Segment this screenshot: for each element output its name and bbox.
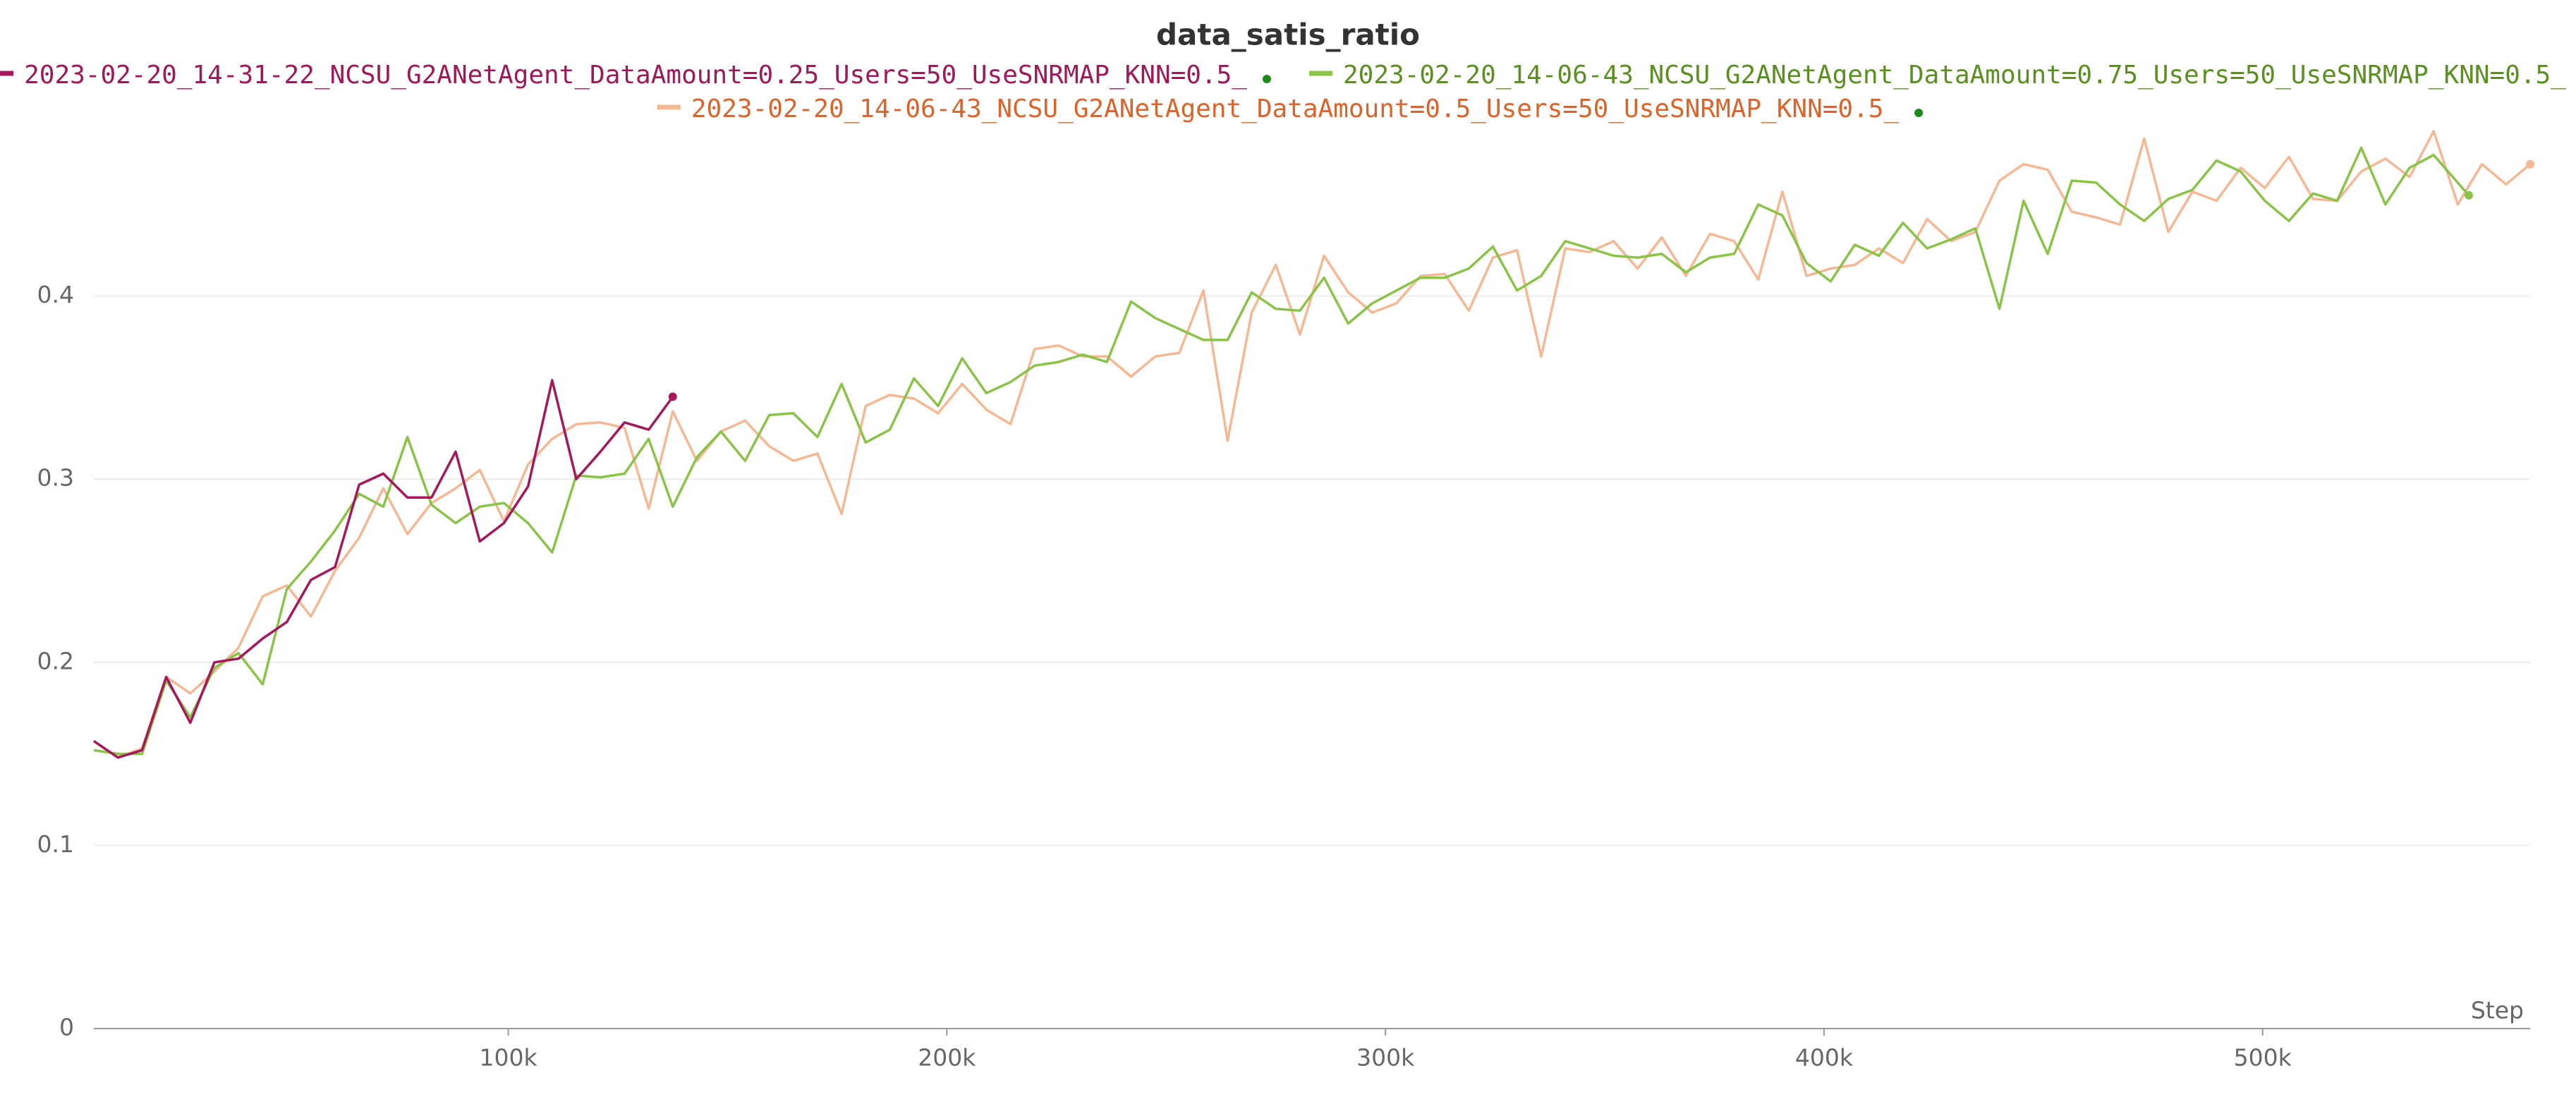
end-point xyxy=(2526,159,2534,169)
chart-title: data_satis_ratio xyxy=(1156,18,1420,52)
legend-label: 2023-02-20_14-06-43_NCSU_G2ANetAgent_Dat… xyxy=(691,95,1900,123)
end-point xyxy=(668,392,677,401)
x-tick-label: 400k xyxy=(1795,1044,1854,1072)
status-dot xyxy=(1263,75,1271,83)
y-tick-label: 0.1 xyxy=(37,830,74,858)
end-point xyxy=(2464,190,2473,200)
y-tick-label: 0.3 xyxy=(37,464,74,492)
series-line xyxy=(93,146,2470,756)
legend-label: 2023-02-20_14-31-22_NCSU_G2ANetAgent_Dat… xyxy=(24,61,1247,90)
legend-row: 2023-02-20_14-31-22_NCSU_G2ANetAgent_Dat… xyxy=(0,61,2566,90)
status-dot xyxy=(1914,109,1924,117)
legend-label: 2023-02-20_14-06-43_NCSU_G2ANetAgent_Dat… xyxy=(1343,61,2566,90)
x-axis-label: Step xyxy=(2471,997,2524,1024)
y-tick-label: 0.4 xyxy=(37,281,74,308)
series-line xyxy=(93,379,674,759)
x-tick-label: 300k xyxy=(1356,1044,1415,1072)
x-tick-label: 200k xyxy=(918,1044,976,1072)
y-tick-label: 0 xyxy=(59,1014,74,1041)
x-tick-label: 100k xyxy=(480,1044,538,1072)
x-tick-label: 500k xyxy=(2234,1044,2292,1072)
y-tick-label: 0.2 xyxy=(37,647,74,674)
legend-row: 2023-02-20_14-06-43_NCSU_G2ANetAgent_Dat… xyxy=(657,95,1924,123)
